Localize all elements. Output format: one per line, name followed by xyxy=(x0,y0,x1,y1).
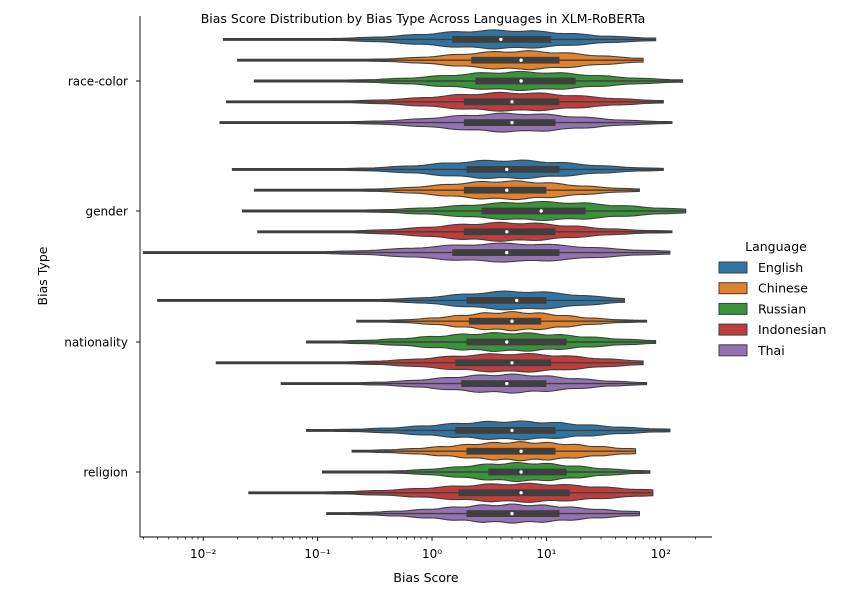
legend: Language English Chinese Russian Indonesian… xyxy=(718,239,826,358)
chart-title: Bias Score Distribution by Bias Type Acr… xyxy=(201,11,646,26)
median-race-color-chinese xyxy=(519,58,523,62)
legend-label-english: English xyxy=(758,260,803,275)
median-race-color-russian xyxy=(519,79,523,83)
median-race-color-thai xyxy=(510,120,514,125)
legend-label-russian: Russian xyxy=(758,301,806,316)
median-religion-chinese xyxy=(519,449,523,453)
median-gender-thai xyxy=(505,250,509,255)
y-tick-label-race-color: race-color xyxy=(68,75,128,89)
legend-label-chinese: Chinese xyxy=(758,281,808,296)
x-tick-label: 10¹ xyxy=(536,547,556,561)
x-ticks: 10⁻² 10⁻¹ 10⁰ 10¹ 10² xyxy=(143,537,696,561)
box-nationality-chinese xyxy=(468,317,542,325)
y-ticks: race-color gender nationality religion xyxy=(64,75,140,480)
box-nationality-russian xyxy=(466,338,567,346)
legend-label-thai: Thai xyxy=(757,343,785,358)
median-nationality-chinese xyxy=(510,319,514,323)
box-gender-indonesian xyxy=(463,228,556,236)
box-race-color-chinese xyxy=(471,56,560,64)
box-religion-chinese xyxy=(466,447,556,455)
legend-title: Language xyxy=(745,239,807,254)
median-gender-english xyxy=(505,167,509,172)
median-religion-english xyxy=(510,428,514,433)
box-religion-english xyxy=(455,427,556,434)
legend-entries: English Chinese Russian Indonesian Thai xyxy=(718,260,826,358)
x-tick-label: 10⁻¹ xyxy=(304,547,331,561)
median-nationality-thai xyxy=(505,381,509,386)
box-nationality-english xyxy=(466,297,547,304)
median-nationality-english xyxy=(515,298,519,303)
median-gender-russian xyxy=(539,209,543,213)
boxes xyxy=(143,36,686,517)
median-race-color-indonesian xyxy=(510,100,514,104)
x-axis-label: Bias Score xyxy=(393,570,459,585)
box-gender-russian xyxy=(481,207,586,215)
median-religion-thai xyxy=(510,511,514,516)
x-tick-label: 10² xyxy=(651,547,671,561)
median-nationality-indonesian xyxy=(510,361,514,365)
median-gender-indonesian xyxy=(505,230,509,234)
legend-swatch-english xyxy=(718,261,748,274)
legend-swatch-russian xyxy=(718,302,748,315)
box-nationality-thai xyxy=(461,380,547,387)
x-tick-label: 10⁰ xyxy=(422,547,442,561)
violins xyxy=(142,29,687,524)
box-nationality-indonesian xyxy=(455,359,552,367)
box-religion-indonesian xyxy=(458,489,570,497)
box-race-color-russian xyxy=(475,77,576,85)
legend-label-indonesian: Indonesian xyxy=(758,322,826,337)
median-race-color-english xyxy=(499,37,503,42)
box-gender-english xyxy=(466,166,560,173)
median-religion-indonesian xyxy=(519,491,523,495)
x-tick-label: 10⁻² xyxy=(190,547,217,561)
y-axis-label: Bias Type xyxy=(35,246,50,305)
box-race-color-thai xyxy=(463,119,556,126)
legend-swatch-indonesian xyxy=(718,323,748,336)
y-tick-label-nationality: nationality xyxy=(64,336,128,350)
median-religion-russian xyxy=(519,470,523,474)
y-tick-label-religion: religion xyxy=(83,466,128,480)
legend-swatch-chinese xyxy=(718,282,748,295)
median-gender-chinese xyxy=(505,188,509,192)
legend-swatch-thai xyxy=(718,344,748,357)
y-tick-label-gender: gender xyxy=(85,205,128,219)
box-religion-russian xyxy=(488,468,567,476)
median-nationality-russian xyxy=(505,340,509,344)
